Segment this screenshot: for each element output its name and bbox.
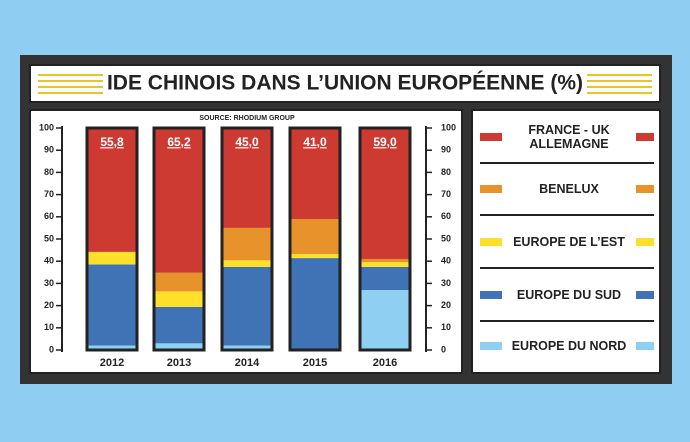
bar-segment [290,219,340,255]
legend-panel [471,109,661,374]
legend-swatch [480,291,502,299]
bar-segment [222,345,272,350]
y2-tick-label: 60 [441,211,451,221]
bar-segment [222,128,272,228]
y2-tick-label: 10 [441,322,451,332]
legend-swatch [480,185,502,193]
bar-segment [290,258,340,350]
bar-segment [290,254,340,259]
chart-title: IDE CHINOIS DANS L’UNION EUROPÉENNE (%) [107,72,583,95]
y-tick-label: 50 [44,233,54,243]
y-tick-label: 0 [49,344,54,354]
value-label: 45,0 [235,135,259,149]
bar-segment [87,128,137,252]
bar-segment [87,251,137,265]
y2-tick-label: 20 [441,300,451,310]
legend-swatch [480,238,502,246]
legend-label: EUROPE DU SUD [516,288,622,302]
bar-segment [222,227,272,261]
bar-outline [358,126,412,352]
y-tick-label: 100 [39,122,54,132]
legend-label: EUROPE DU NORD [511,339,627,353]
x-tick-label: 2016 [373,357,397,369]
bar-segment [154,128,204,273]
bar-outline [220,126,274,352]
y-tick-label: 80 [44,167,54,177]
bar-outline [85,126,139,352]
legend-swatch [636,133,654,141]
y-tick-label: 30 [44,278,54,288]
bar-segment [222,266,272,346]
y-tick-label: 70 [44,189,54,199]
x-tick-label: 2012 [100,357,124,369]
bar-segment [360,262,410,267]
source: SOURCE: RHODIUM GROUP [199,115,295,122]
bar-segment [360,290,410,350]
bar-segment [154,306,204,344]
value-label: 59,0 [373,135,397,149]
value-label: 55,8 [100,135,124,149]
y2-tick-label: 80 [441,167,451,177]
title-stripes [38,74,652,94]
y2-tick-label: 50 [441,233,451,243]
bar-segment [290,128,340,220]
legend-label: BENELUX [539,182,599,196]
bar-segment [154,291,204,307]
bar-outline [152,126,206,352]
y-tick-label: 60 [44,211,54,221]
legend-swatch [636,185,654,193]
y-tick-label: 10 [44,322,54,332]
bar-segment [360,266,410,291]
y-tick-label: 90 [44,145,54,155]
x-tick-label: 2013 [167,357,191,369]
legend-swatch [480,342,502,350]
x-tick-label: 2015 [303,357,327,369]
bar-segment [154,272,204,292]
value-label: 65,2 [167,135,191,149]
y2-tick-label: 40 [441,256,451,266]
bar-segment [154,343,204,350]
bar-segment [360,128,410,259]
title-box [29,64,661,103]
bar-outline [288,126,342,352]
bar-segment [222,260,272,267]
y2-tick-label: 70 [441,189,451,199]
legend-swatch [480,133,502,141]
legend-swatch [636,342,654,350]
y2-tick-label: 90 [441,145,451,155]
bar-segment [360,258,410,263]
legend-swatch [636,238,654,246]
y2-tick-label: 0 [441,344,446,354]
legend-label: EUROPE DE L’EST [513,235,625,249]
y-tick-label: 20 [44,300,54,310]
legend-swatch [636,291,654,299]
legend-label: FRANCE - UK ALLEMAGNE [528,123,610,151]
value-label: 41,0 [303,135,327,149]
y2-tick-label: 30 [441,278,451,288]
bar-segment [87,345,137,350]
y-tick-label: 40 [44,256,54,266]
bar-segment [87,264,137,346]
x-tick-label: 2014 [235,357,260,369]
y2-tick-label: 100 [441,122,456,132]
